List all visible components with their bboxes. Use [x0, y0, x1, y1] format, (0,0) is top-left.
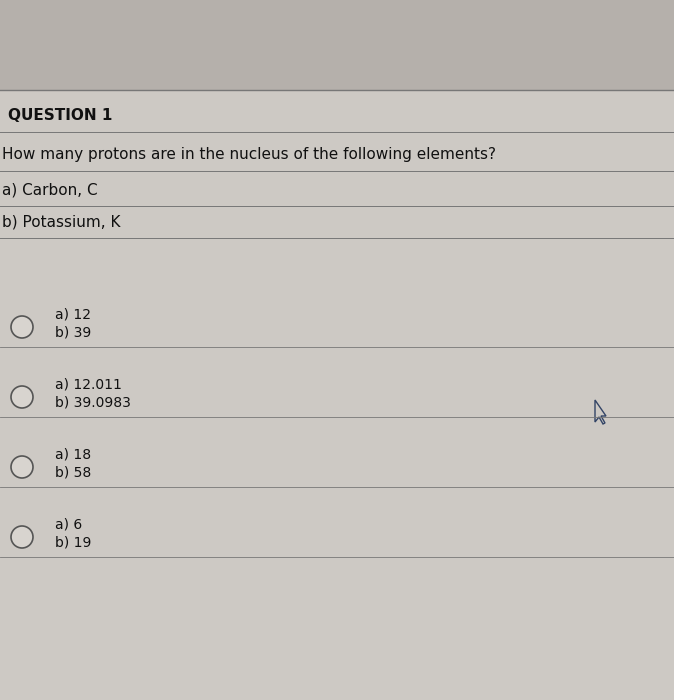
Circle shape [11, 316, 33, 338]
Text: a) 12.011: a) 12.011 [55, 378, 122, 392]
Circle shape [11, 526, 33, 548]
Bar [0, 0, 674, 90]
Text: a) 6: a) 6 [55, 518, 82, 532]
Circle shape [11, 456, 33, 478]
Text: b) 58: b) 58 [55, 466, 91, 480]
Text: QUESTION 1: QUESTION 1 [8, 108, 113, 122]
Text: a) 12: a) 12 [55, 308, 91, 322]
Polygon shape [595, 400, 606, 424]
Text: a) 18: a) 18 [55, 448, 91, 462]
Text: b) 39.0983: b) 39.0983 [55, 396, 131, 410]
Text: b) 19: b) 19 [55, 536, 92, 550]
Circle shape [11, 386, 33, 408]
Text: b) Potassium, K: b) Potassium, K [2, 214, 121, 230]
Text: How many protons are in the nucleus of the following elements?: How many protons are in the nucleus of t… [2, 148, 496, 162]
Text: a) Carbon, C: a) Carbon, C [2, 183, 98, 197]
Text: b) 39: b) 39 [55, 326, 91, 340]
